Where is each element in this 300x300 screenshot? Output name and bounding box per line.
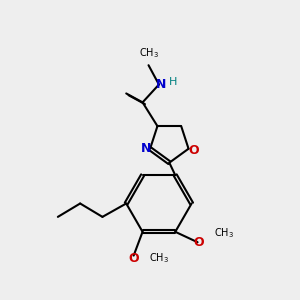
- Text: CH$_3$: CH$_3$: [139, 46, 158, 60]
- Text: N: N: [156, 78, 166, 91]
- Text: O: O: [128, 252, 139, 265]
- Text: CH$_3$: CH$_3$: [214, 226, 234, 240]
- Text: O: O: [189, 144, 199, 157]
- Text: CH$_3$: CH$_3$: [148, 252, 169, 266]
- Text: N: N: [140, 142, 151, 155]
- Text: H: H: [169, 77, 177, 87]
- Text: O: O: [194, 236, 204, 249]
